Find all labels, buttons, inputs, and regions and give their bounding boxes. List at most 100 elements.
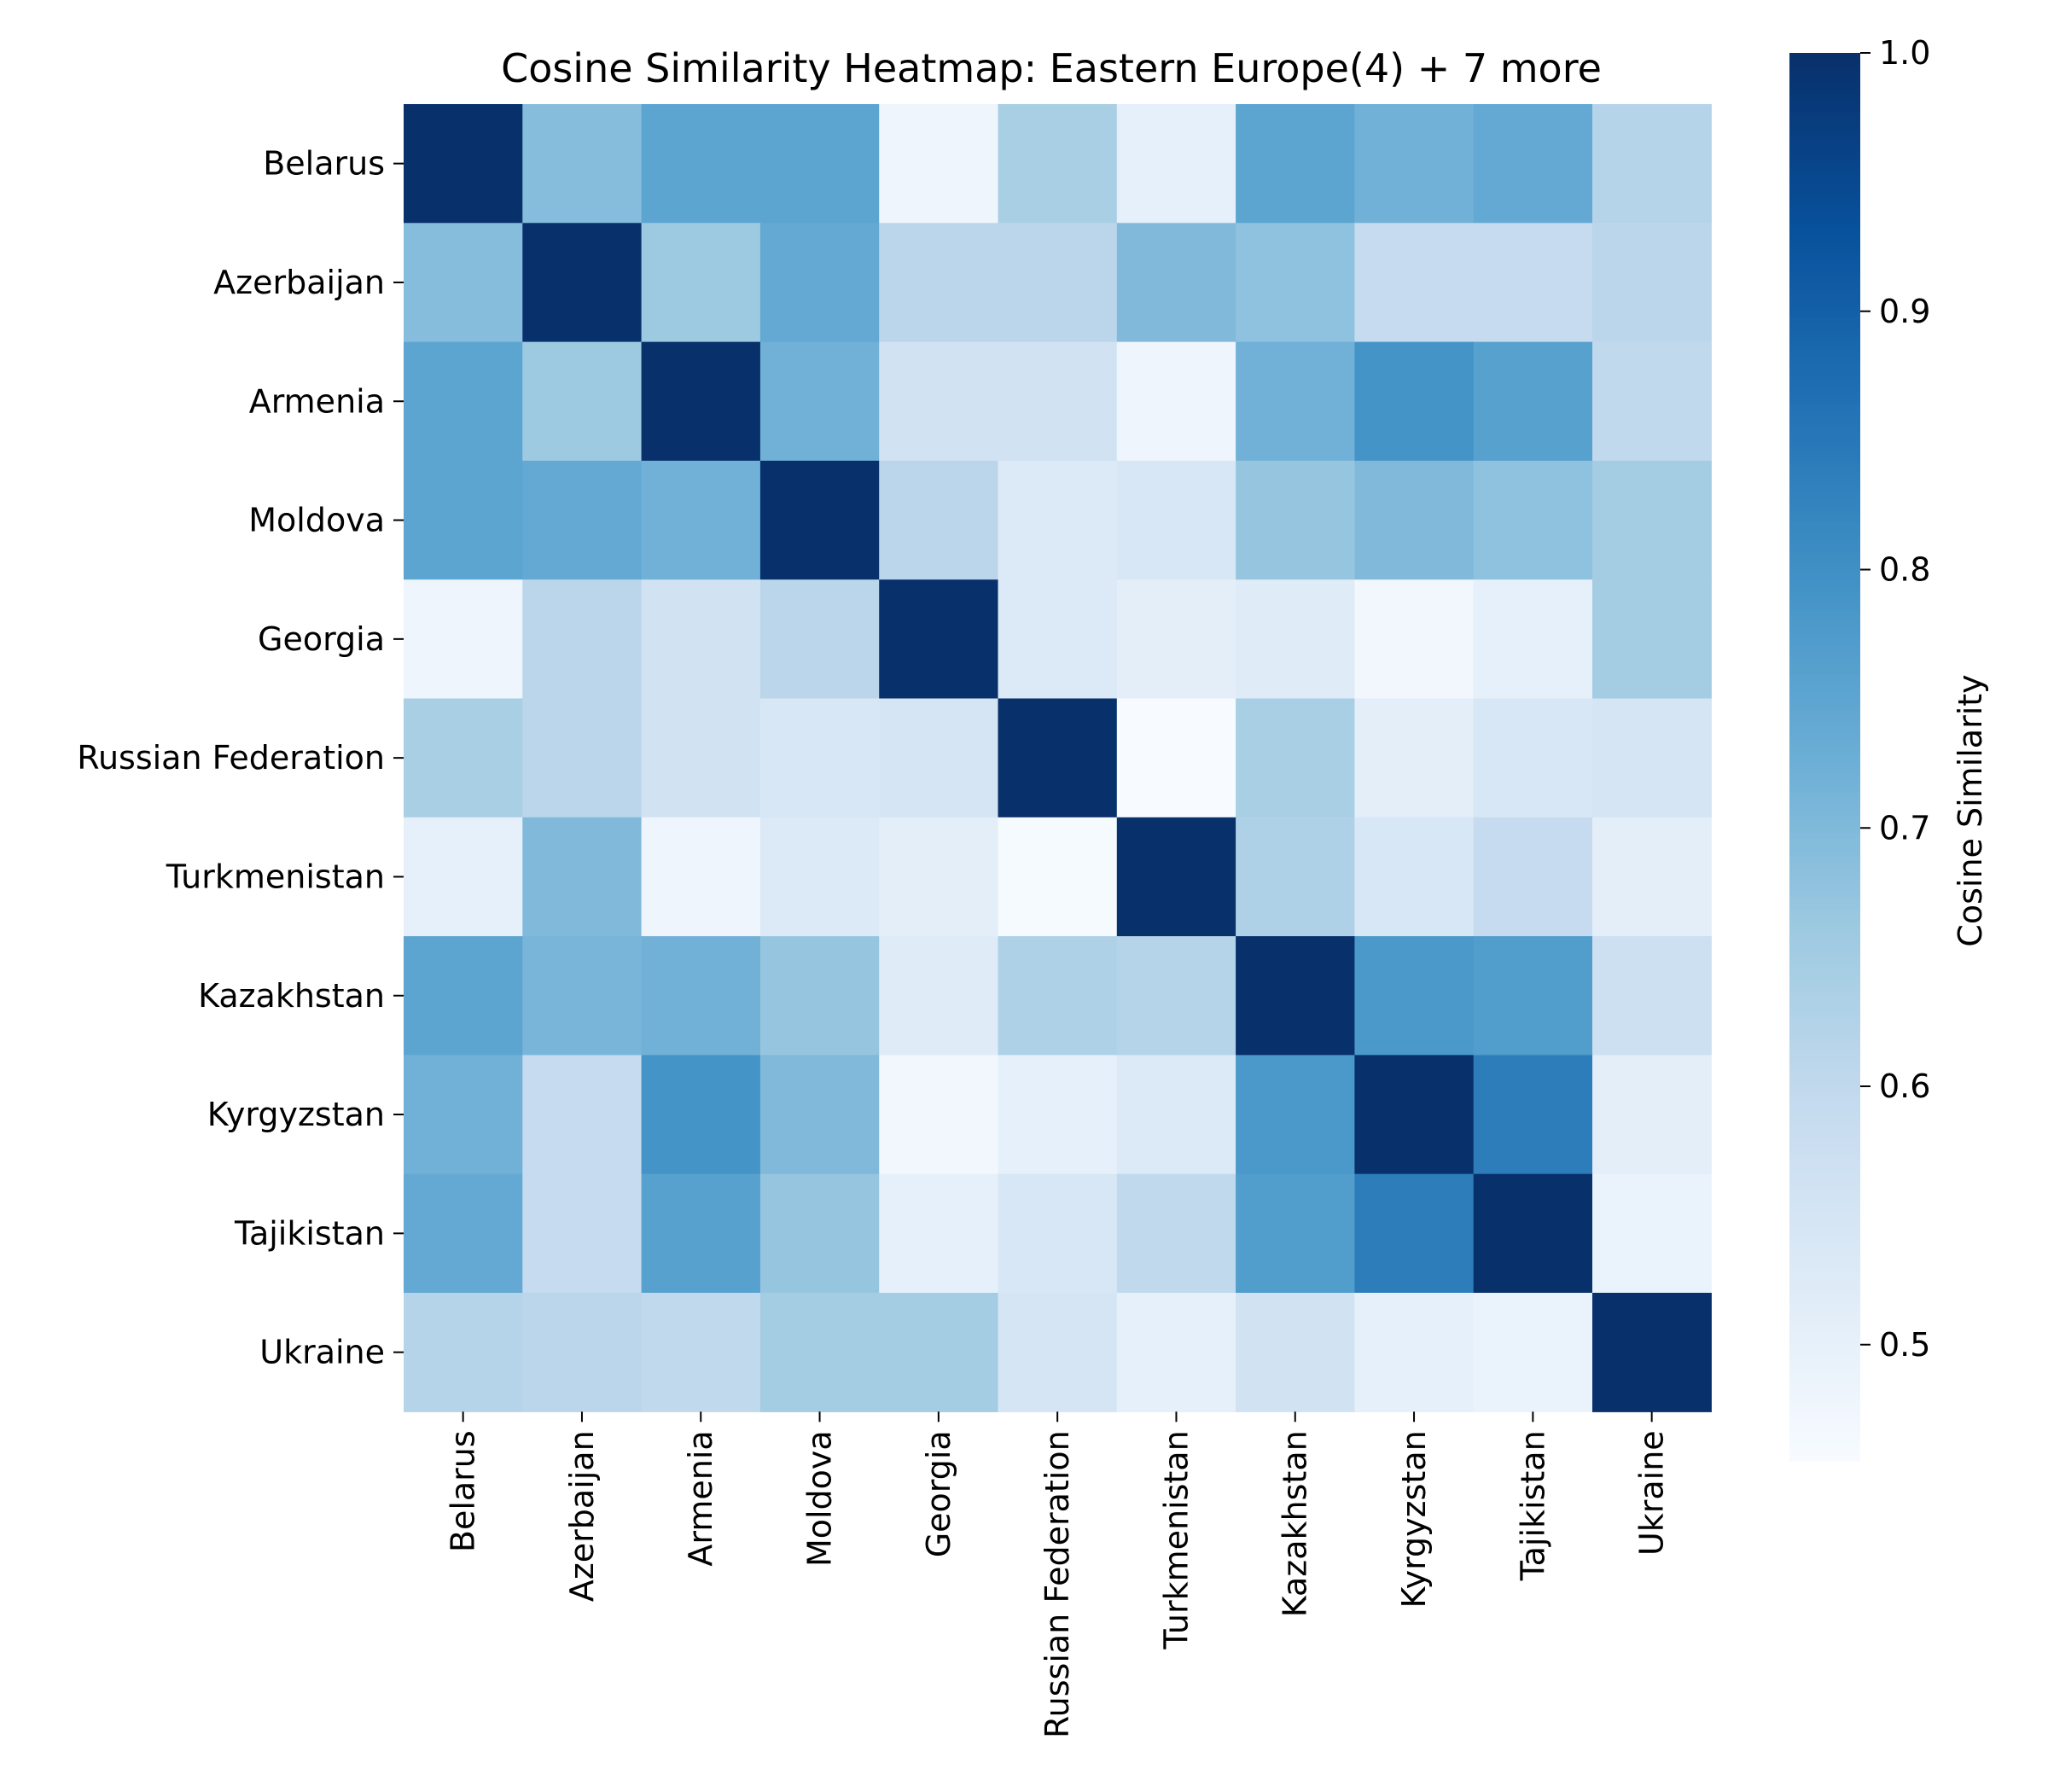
colorbar-strip (1789, 874, 1860, 881)
colorbar-strip (1789, 1062, 1860, 1069)
colorbar-strip (1789, 346, 1860, 353)
colorbar-strip (1789, 1097, 1860, 1104)
heatmap-cell-georgia-moldova (759, 579, 880, 700)
colorbar-strip (1789, 1396, 1860, 1404)
heatmap-cell-ukraine-kazakhstan (1236, 1293, 1355, 1412)
colorbar-strip (1789, 1208, 1860, 1216)
column-tick-labels: Belarus Azerbaijan Armenia Moldova Georgia Ru… (445, 1411, 1671, 1738)
heatmap-cell-moldova-belarus (404, 460, 523, 580)
colorbar-strip (1789, 639, 1860, 647)
colorbar-strip (1789, 698, 1860, 705)
heatmap-cell-georgia-kyrgyzstan (1354, 579, 1475, 700)
colorbar-strip (1789, 1091, 1860, 1098)
heatmap-cell-moldova-turkmenistan (1116, 460, 1236, 580)
colorbar-strip (1789, 1267, 1860, 1274)
heatmap-cell-belarus-turkmenistan (1116, 104, 1236, 224)
colorbar-strip (1789, 135, 1860, 142)
heatmap-cell-turkmenistan-tajikistan (1473, 817, 1593, 937)
colorbar-strip (1789, 433, 1860, 441)
colorbar-strip (1789, 886, 1860, 893)
colorbar-strip (1789, 727, 1860, 735)
heatmap-cell-kyrgyzstan-ukraine (1592, 1055, 1712, 1175)
colorbar-strip (1789, 1331, 1860, 1339)
column-label-belarus: Belarus (445, 1430, 482, 1552)
colorbar-strip (1789, 563, 1860, 570)
colorbar-strip (1789, 364, 1860, 371)
heatmap-cell-ukraine-armenia (641, 1293, 761, 1412)
colorbar-strip (1789, 1255, 1860, 1263)
colorbar-strip (1789, 76, 1860, 84)
heatmap-cell-kazakhstan-kyrgyzstan (1354, 936, 1475, 1056)
heatmap-cell-moldova-armenia (641, 460, 761, 580)
heatmap-cell-tajikistan-turkmenistan (1116, 1173, 1236, 1294)
row-label-russian-federation: Russian Federation (77, 739, 385, 777)
heatmap-cell-kyrgyzstan-belarus (404, 1055, 523, 1175)
colorbar-strip (1789, 574, 1860, 582)
heatmap-cell-georgia-belarus (404, 579, 523, 700)
heatmap-cell-moldova-russian-federation (998, 460, 1118, 580)
colorbar-strip (1789, 569, 1860, 576)
column-label-russian-federation: Russian Federation (1039, 1430, 1076, 1738)
colorbar-strip (1789, 164, 1860, 172)
row-label-kyrgyzstan: Kyrgyzstan (207, 1096, 385, 1133)
heatmap-cell-belarus-azerbaijan (522, 104, 643, 224)
heatmap-cell-georgia-armenia (641, 579, 761, 700)
column-label-kyrgyzstan: Kyrgyzstan (1395, 1430, 1433, 1608)
colorbar-strip (1789, 463, 1860, 470)
colorbar-strip (1789, 839, 1860, 846)
colorbar-strip (1789, 1414, 1860, 1421)
colorbar-strip (1789, 129, 1860, 137)
column-label-azerbaijan: Azerbaijan (563, 1430, 601, 1602)
colorbar-strip (1789, 393, 1860, 400)
heatmap-cell-russian-federation-kazakhstan (1236, 698, 1355, 818)
colorbar-strip (1789, 762, 1860, 770)
heatmap-cell-kyrgyzstan-tajikistan (1473, 1055, 1593, 1175)
heatmap-cell-russian-federation-russian-federation (998, 698, 1118, 818)
colorbar-strip (1789, 674, 1860, 682)
column-label-georgia: Georgia (920, 1430, 957, 1557)
heatmap-cell-azerbaijan-belarus (404, 223, 523, 343)
colorbar-strip (1789, 1003, 1860, 1010)
heatmap-cell-kyrgyzstan-azerbaijan (522, 1055, 643, 1175)
heatmap-cell-tajikistan-armenia (641, 1173, 761, 1294)
colorbar-strip (1789, 1184, 1860, 1192)
colorbar-strip (1789, 1149, 1860, 1157)
heatmap-cell-russian-federation-belarus (404, 698, 523, 818)
colorbar-strip (1789, 64, 1860, 72)
heatmap-cell-belarus-tajikistan (1473, 104, 1593, 224)
colorbar-strip (1789, 974, 1860, 981)
heatmap-cell-ukraine-belarus (404, 1293, 523, 1412)
colorbar-strip (1789, 498, 1860, 506)
heatmap-cell-turkmenistan-belarus (404, 817, 523, 937)
colorbar-strip (1789, 1320, 1860, 1327)
colorbar-strip (1789, 1431, 1860, 1439)
heatmap-cell-belarus-moldova (759, 104, 880, 224)
colorbar-strip (1789, 1443, 1860, 1451)
colorbar-tick-label: 0.8 (1879, 551, 1930, 589)
colorbar-strip (1789, 375, 1860, 382)
colorbar-strip (1789, 792, 1860, 799)
colorbar-strip (1789, 956, 1860, 963)
colorbar-strip (1789, 627, 1860, 635)
colorbar-strip (1789, 1155, 1860, 1163)
heatmap-cell-russian-federation-armenia (641, 698, 761, 818)
colorbar-strip (1789, 768, 1860, 776)
colorbar-strip (1789, 898, 1860, 905)
colorbar-strip (1789, 980, 1860, 986)
heatmap-cell-azerbaijan-armenia (641, 223, 761, 343)
heatmap-cell-moldova-kazakhstan (1236, 460, 1355, 580)
heatmap-cell-tajikistan-kazakhstan (1236, 1173, 1355, 1294)
colorbar-strip (1789, 486, 1860, 494)
heatmap-cell-turkmenistan-azerbaijan (522, 817, 643, 937)
colorbar-strip (1789, 457, 1860, 465)
heatmap-cell-kyrgyzstan-georgia (879, 1055, 999, 1175)
row-label-armenia: Armenia (249, 382, 385, 420)
colorbar-strip (1789, 516, 1860, 523)
colorbar-strip (1789, 358, 1860, 365)
colorbar-strip (1789, 492, 1860, 500)
colorbar-strip (1789, 1120, 1860, 1127)
colorbar-strip (1789, 258, 1860, 265)
heatmap-cell-moldova-kyrgyzstan (1354, 460, 1475, 580)
colorbar-strip (1789, 592, 1860, 600)
colorbar-strip (1789, 945, 1860, 951)
